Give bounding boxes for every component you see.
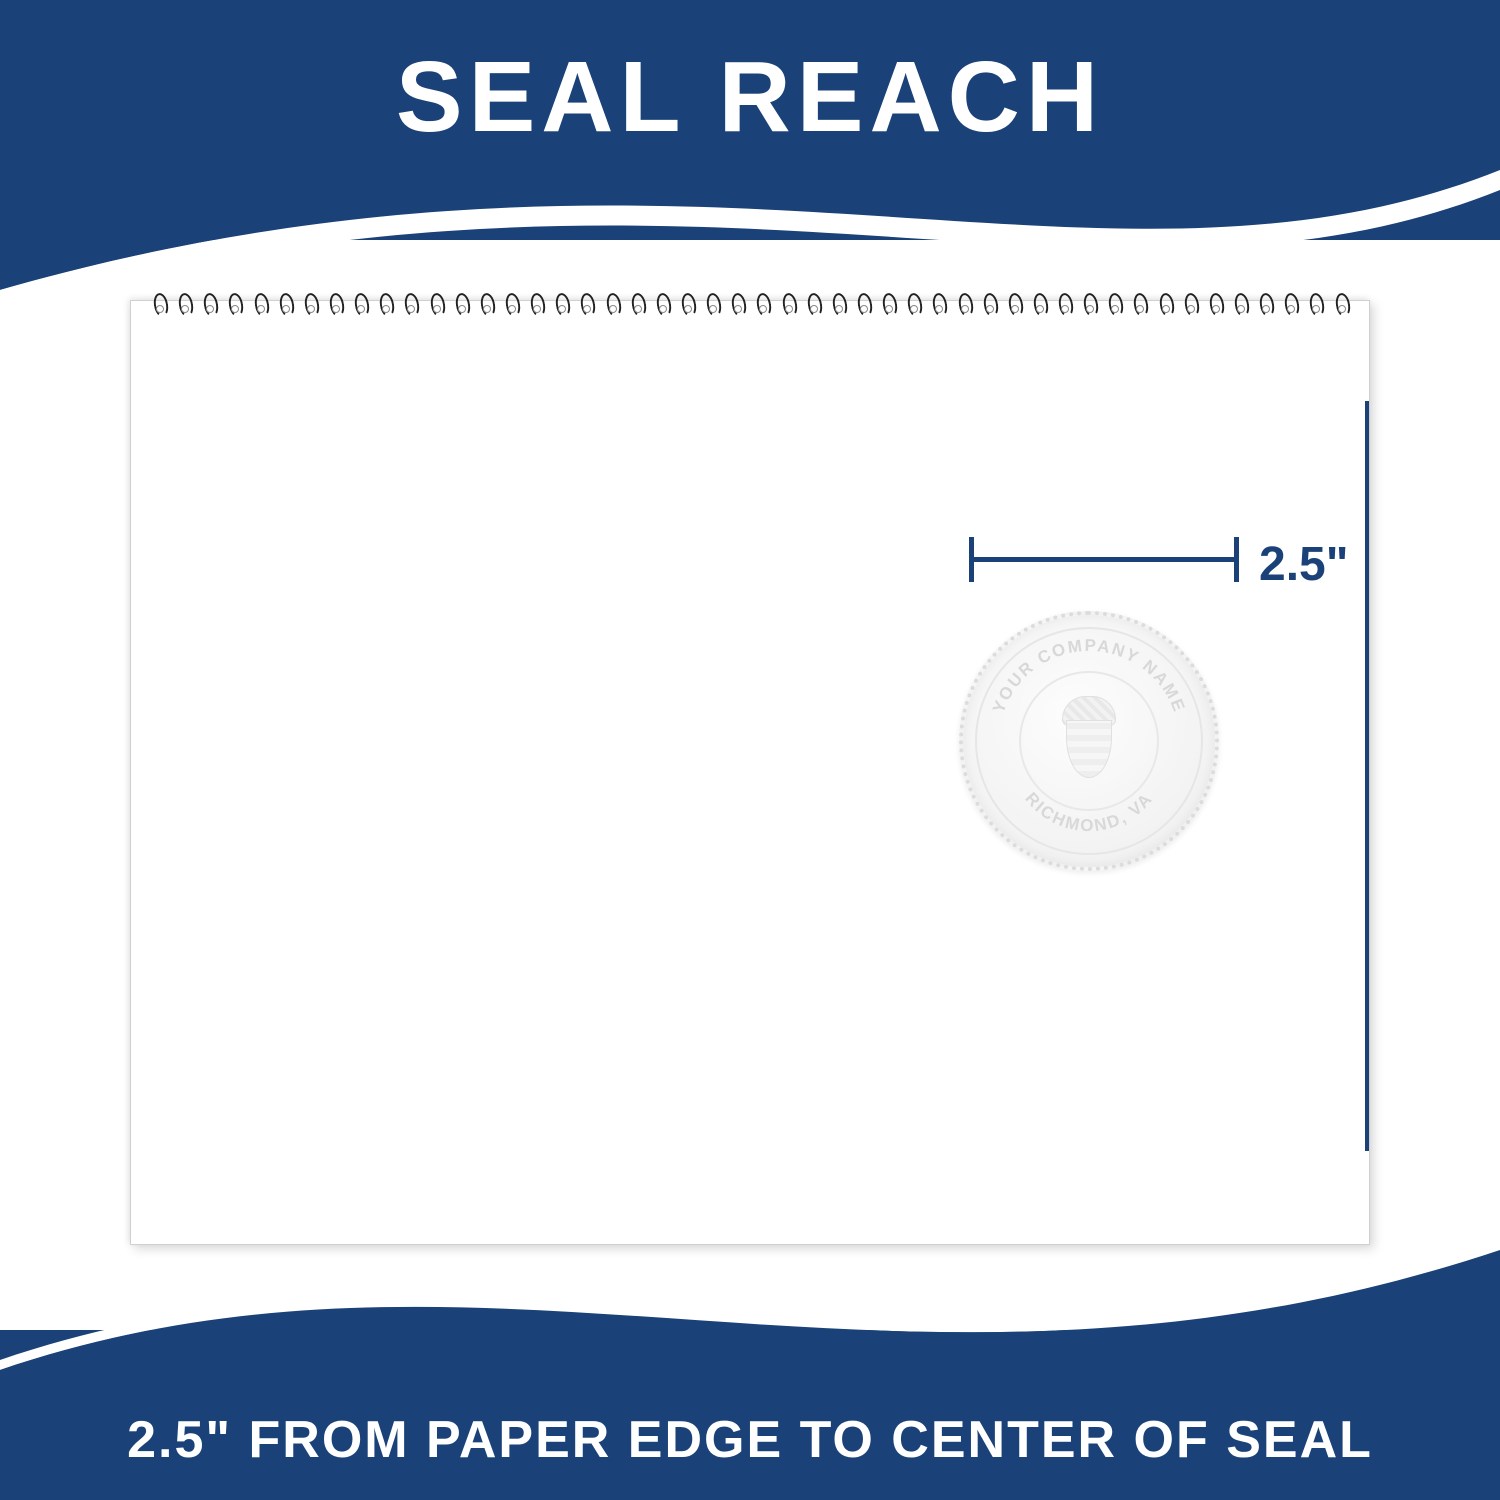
spiral-ring [729,283,745,319]
spiral-ring [1182,283,1198,319]
spiral-ring [880,283,896,319]
acorn-icon [1054,696,1124,786]
spiral-ring [1031,283,1047,319]
spiral-ring [553,283,569,319]
spiral-ring [151,283,167,319]
spiral-ring [981,283,997,319]
spiral-ring [201,283,217,319]
spiral-ring [302,283,318,319]
spiral-ring [604,283,620,319]
spiral-ring [780,283,796,319]
spiral-ring [1131,283,1147,319]
spiral-ring [377,283,393,319]
spiral-ring [1307,283,1323,319]
paper-edge-guide-line [1365,401,1369,1151]
notebook-paper: 2.5" YOUR COMPANY NAME RICHMOND, VA [130,300,1370,1245]
spiral-ring [1257,283,1273,319]
spiral-ring [327,283,343,319]
seal-center [1019,671,1159,811]
spiral-ring [277,283,293,319]
spiral-ring [428,283,444,319]
spiral-ring [578,283,594,319]
embossed-seal: YOUR COMPANY NAME RICHMOND, VA [959,611,1219,871]
spiral-ring [855,283,871,319]
spiral-ring [704,283,720,319]
spiral-ring [1232,283,1248,319]
spiral-binding [151,283,1349,319]
spiral-ring [402,283,418,319]
spiral-ring [805,283,821,319]
measure-cap-right [1234,537,1239,582]
spiral-ring [830,283,846,319]
spiral-ring [754,283,770,319]
spiral-ring [1207,283,1223,319]
footer-caption: 2.5" FROM PAPER EDGE TO CENTER OF SEAL [127,1410,1373,1470]
spiral-ring [1081,283,1097,319]
measurement-indicator: 2.5" [969,531,1369,591]
spiral-ring [1006,283,1022,319]
spiral-ring [1106,283,1122,319]
spiral-ring [352,283,368,319]
spiral-ring [930,283,946,319]
spiral-ring [956,283,972,319]
spiral-ring [226,283,242,319]
measurement-label: 2.5" [1259,537,1348,592]
spiral-ring [905,283,921,319]
spiral-ring [1333,283,1349,319]
spiral-ring [478,283,494,319]
spiral-ring [1157,283,1173,319]
spiral-ring [629,283,645,319]
spiral-ring [528,283,544,319]
page-title: SEAL REACH [396,40,1104,155]
measure-line [969,557,1239,562]
spiral-ring [679,283,695,319]
spiral-ring [252,283,268,319]
spiral-ring [1056,283,1072,319]
spiral-ring [654,283,670,319]
spiral-ring [503,283,519,319]
spiral-ring [453,283,469,319]
spiral-ring [1282,283,1298,319]
spiral-ring [176,283,192,319]
